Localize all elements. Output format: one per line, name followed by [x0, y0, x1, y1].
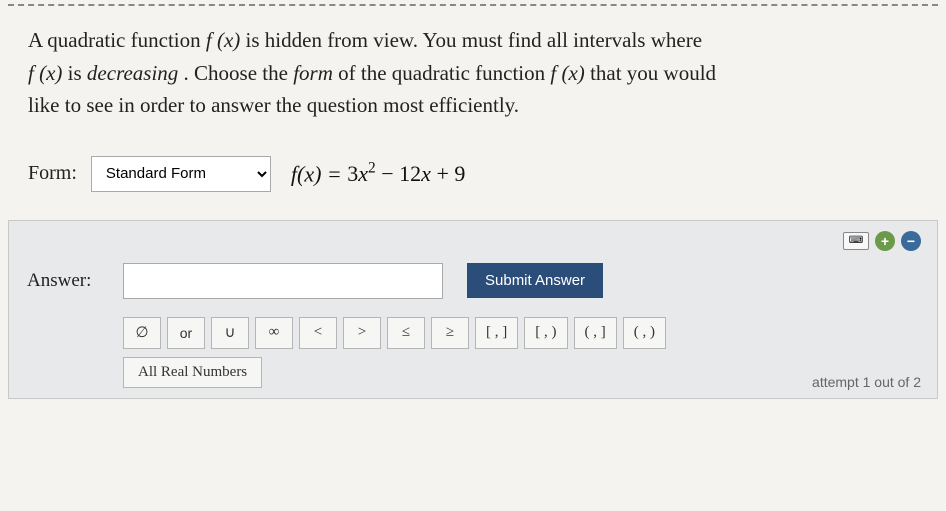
q-text-3: is — [68, 61, 87, 85]
sym-or[interactable]: or — [167, 317, 205, 349]
sym-closed-open[interactable]: [ , ) — [524, 317, 567, 349]
sym-all-real[interactable]: All Real Numbers — [123, 357, 262, 388]
symbol-row: ∅ or ∪ ∞ < > ≤ ≥ [ , ] [ , ) ( , ] ( , ) — [123, 317, 919, 349]
form-row: Form: Standard Form f(x) = 3x2 − 12x + 9 — [0, 132, 946, 220]
sym-closed-closed[interactable]: [ , ] — [475, 317, 518, 349]
form-label: Form: — [28, 162, 77, 185]
sym-le[interactable]: ≤ — [387, 317, 425, 349]
equation-rhs: 3x2 − 12x + 9 — [347, 161, 465, 186]
answer-row: Answer: Submit Answer — [27, 263, 919, 299]
all-real-row: All Real Numbers — [123, 357, 919, 388]
minus-icon[interactable]: − — [901, 231, 921, 251]
sym-open-open[interactable]: ( , ) — [623, 317, 666, 349]
sym-open-closed[interactable]: ( , ] — [574, 317, 617, 349]
question-text: A quadratic function f (x) is hidden fro… — [0, 6, 946, 132]
sym-empty-set[interactable]: ∅ — [123, 317, 161, 349]
submit-button[interactable]: Submit Answer — [467, 263, 603, 298]
q-text-1: A quadratic function — [28, 28, 206, 52]
q-text-5: of the quadratic function — [338, 61, 550, 85]
sym-infinity[interactable]: ∞ — [255, 317, 293, 349]
answer-panel: ⌨ + − Answer: Submit Answer ∅ or ∪ ∞ < >… — [8, 220, 938, 399]
form-word: form — [293, 61, 333, 85]
fx-3: f (x) — [550, 61, 584, 85]
sym-lt[interactable]: < — [299, 317, 337, 349]
q-text-4: . Choose the — [184, 61, 294, 85]
attempt-counter: attempt 1 out of 2 — [812, 374, 921, 390]
q-text-6: that you would — [590, 61, 716, 85]
fx-2: f (x) — [28, 61, 62, 85]
sym-gt[interactable]: > — [343, 317, 381, 349]
panel-icons: ⌨ + − — [843, 231, 921, 251]
form-select[interactable]: Standard Form — [91, 156, 271, 192]
decreasing-word: decreasing — [87, 61, 178, 85]
answer-label: Answer: — [27, 270, 109, 292]
sym-union[interactable]: ∪ — [211, 317, 249, 349]
equation: f(x) = 3x2 − 12x + 9 — [291, 160, 465, 187]
sym-ge[interactable]: ≥ — [431, 317, 469, 349]
q-text-2: is hidden from view. You must find all i… — [246, 28, 703, 52]
q-text-7: like to see in order to answer the quest… — [28, 93, 519, 117]
equation-lhs: f(x) = — [291, 161, 347, 186]
keyboard-icon[interactable]: ⌨ — [843, 232, 869, 250]
answer-input[interactable] — [123, 263, 443, 299]
fx-1: f (x) — [206, 28, 240, 52]
plus-icon[interactable]: + — [875, 231, 895, 251]
